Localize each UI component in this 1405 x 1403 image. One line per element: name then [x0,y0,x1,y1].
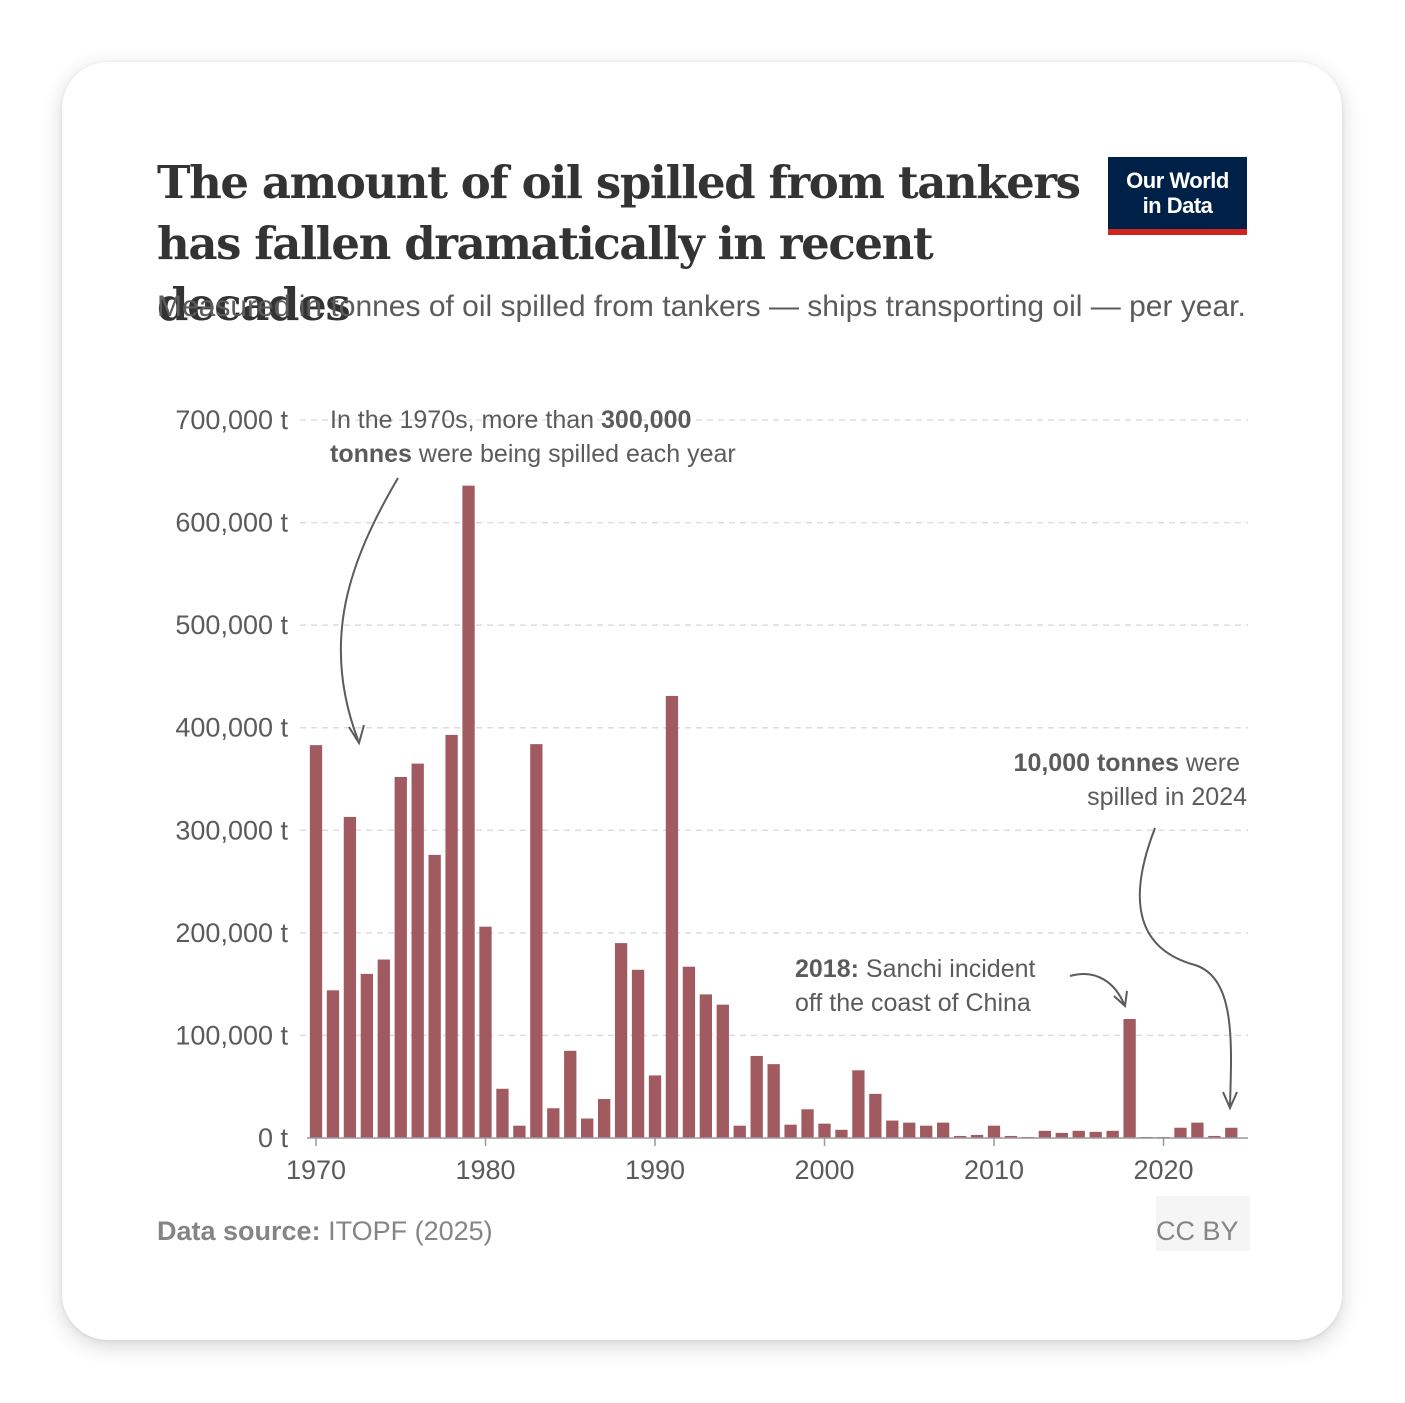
bar-1991[interactable] [665,695,679,1138]
x-tick-label: 1980 [455,1155,515,1185]
bar-1970[interactable] [309,745,323,1138]
bar-1994[interactable] [716,1004,729,1138]
annotation-2018-line2: off the coast of China [795,989,1031,1017]
owid-logo[interactable]: Our World in Data [1108,157,1247,235]
chart-subtitle: Measured in tonnes of oil spilled from t… [157,290,1246,323]
annotation-1970s-post: were being spilled each year [412,440,736,468]
annotation-2024-line2: spilled in 2024 [1087,783,1247,811]
bar-2000[interactable] [818,1123,831,1138]
bar-1993[interactable] [699,994,712,1138]
bar-2009[interactable] [970,1134,984,1138]
bar-1985[interactable] [564,1050,577,1138]
bar-1971[interactable] [326,990,340,1138]
bar-2014[interactable] [1055,1132,1068,1138]
bar-1997[interactable] [767,1064,780,1138]
x-tick-label: 2010 [964,1155,1024,1185]
bar-1982[interactable] [513,1125,526,1138]
annotation-2024-bold: 10,000 tonnes [1014,749,1179,777]
bar-1980[interactable] [479,926,492,1138]
bar-2023[interactable] [1208,1135,1221,1138]
bar-1987[interactable] [598,1099,611,1138]
axes: 0 t 100,000 t 200,000 t 300,000 t 400,000 t 5… [175,405,1248,1185]
chart-title: The amount of oil spilled from tankers h… [157,156,1081,331]
bar-1973[interactable] [360,973,373,1138]
bar-2010[interactable] [987,1125,1001,1138]
bar-1986[interactable] [581,1118,594,1138]
x-tick-label: 1990 [625,1155,685,1185]
annotation-2018-line1: Sanchi incident [859,955,1036,983]
bar-1992[interactable] [682,966,696,1138]
grid-lines [300,419,1248,1037]
bar-1983[interactable] [530,744,543,1138]
bar-1996[interactable] [750,1055,763,1138]
bar-2003[interactable] [869,1093,882,1138]
bar-1998[interactable] [784,1124,797,1138]
annotation-2024-line1: were [1179,749,1240,777]
bar-2024[interactable] [1225,1127,1238,1138]
x-tick-label: 1970 [286,1155,346,1185]
bar-1995[interactable] [733,1125,746,1138]
annotation-2018-arrow [1069,973,1125,1005]
y-tick-label: 400,000 t [175,713,288,743]
x-tick-label: 2020 [1133,1155,1193,1185]
bar-1984[interactable] [547,1108,560,1138]
y-tick-label: 200,000 t [175,918,288,948]
y-tick-label: 700,000 t [175,405,288,435]
bar-2002[interactable] [852,1070,865,1138]
y-tick-label: 500,000 t [175,610,288,640]
bar-2004[interactable] [886,1120,899,1138]
y-tick-label: 0 t [258,1123,289,1153]
bar-2015[interactable] [1072,1130,1085,1138]
bar-1989[interactable] [631,969,645,1138]
bar-2017[interactable] [1106,1130,1119,1138]
bar-2022[interactable] [1191,1122,1204,1138]
annotation-2024-arrow [1138,827,1232,1106]
bar-2011[interactable] [1004,1135,1018,1138]
data-source: Data source: ITOPF (2025) [157,1213,493,1249]
bar-2008[interactable] [953,1135,967,1138]
bar-1988[interactable] [614,943,628,1138]
bar-1981[interactable] [496,1088,509,1138]
logo-line-2: in Data [1142,193,1213,218]
bar-2021[interactable] [1174,1127,1187,1138]
bar-1974[interactable] [377,959,390,1138]
bar-1978[interactable] [445,734,458,1138]
annotation-1970s-arrow [339,477,399,741]
bar-1976[interactable] [411,763,424,1138]
bar-1990[interactable] [648,1075,662,1138]
bars [309,485,1238,1138]
annotation-2018: 2018: Sanchi incident off the coast of C… [795,955,1042,1017]
annotation-1970s-arrowhead [348,724,365,746]
data-source-text[interactable]: ITOPF (2025) [328,1216,493,1246]
logo-line-1: Our World [1126,168,1229,193]
annotation-2024-arrowhead [1222,1091,1238,1111]
bar-2006[interactable] [920,1125,933,1138]
annotation-1970s-pre: In the 1970s, more than [330,406,601,434]
bar-2001[interactable] [835,1129,848,1138]
bar-1977[interactable] [428,854,441,1138]
y-tick-label: 300,000 t [175,815,288,845]
annotation-2024: 10,000 tonnes were spilled in 2024 [1014,749,1248,811]
bar-1975[interactable] [394,776,407,1138]
bar-1999[interactable] [801,1109,814,1138]
annotation-2018-arrowhead [1113,990,1128,1009]
bar-2016[interactable] [1089,1131,1102,1138]
x-tick-label: 2000 [794,1155,854,1185]
license-link[interactable]: CC BY [1156,1196,1250,1251]
bar-2005[interactable] [903,1122,916,1138]
bar-1979[interactable] [462,485,475,1138]
annotation-1970s: In the 1970s, more than 300,000 tonnes w… [330,406,736,468]
bar-1972[interactable] [343,816,357,1138]
annotation-2018-bold: 2018: [795,955,859,983]
annotation-1970s-bold2: tonnes [330,440,412,468]
y-tick-label: 600,000 t [175,508,288,538]
bar-2018[interactable] [1123,1019,1136,1138]
bar-2013[interactable] [1038,1130,1051,1138]
data-source-label: Data source: [157,1216,321,1246]
bar-2007[interactable] [937,1122,950,1138]
annotation-1970s-bold: 300,000 [601,406,691,434]
y-tick-label: 100,000 t [175,1020,288,1050]
